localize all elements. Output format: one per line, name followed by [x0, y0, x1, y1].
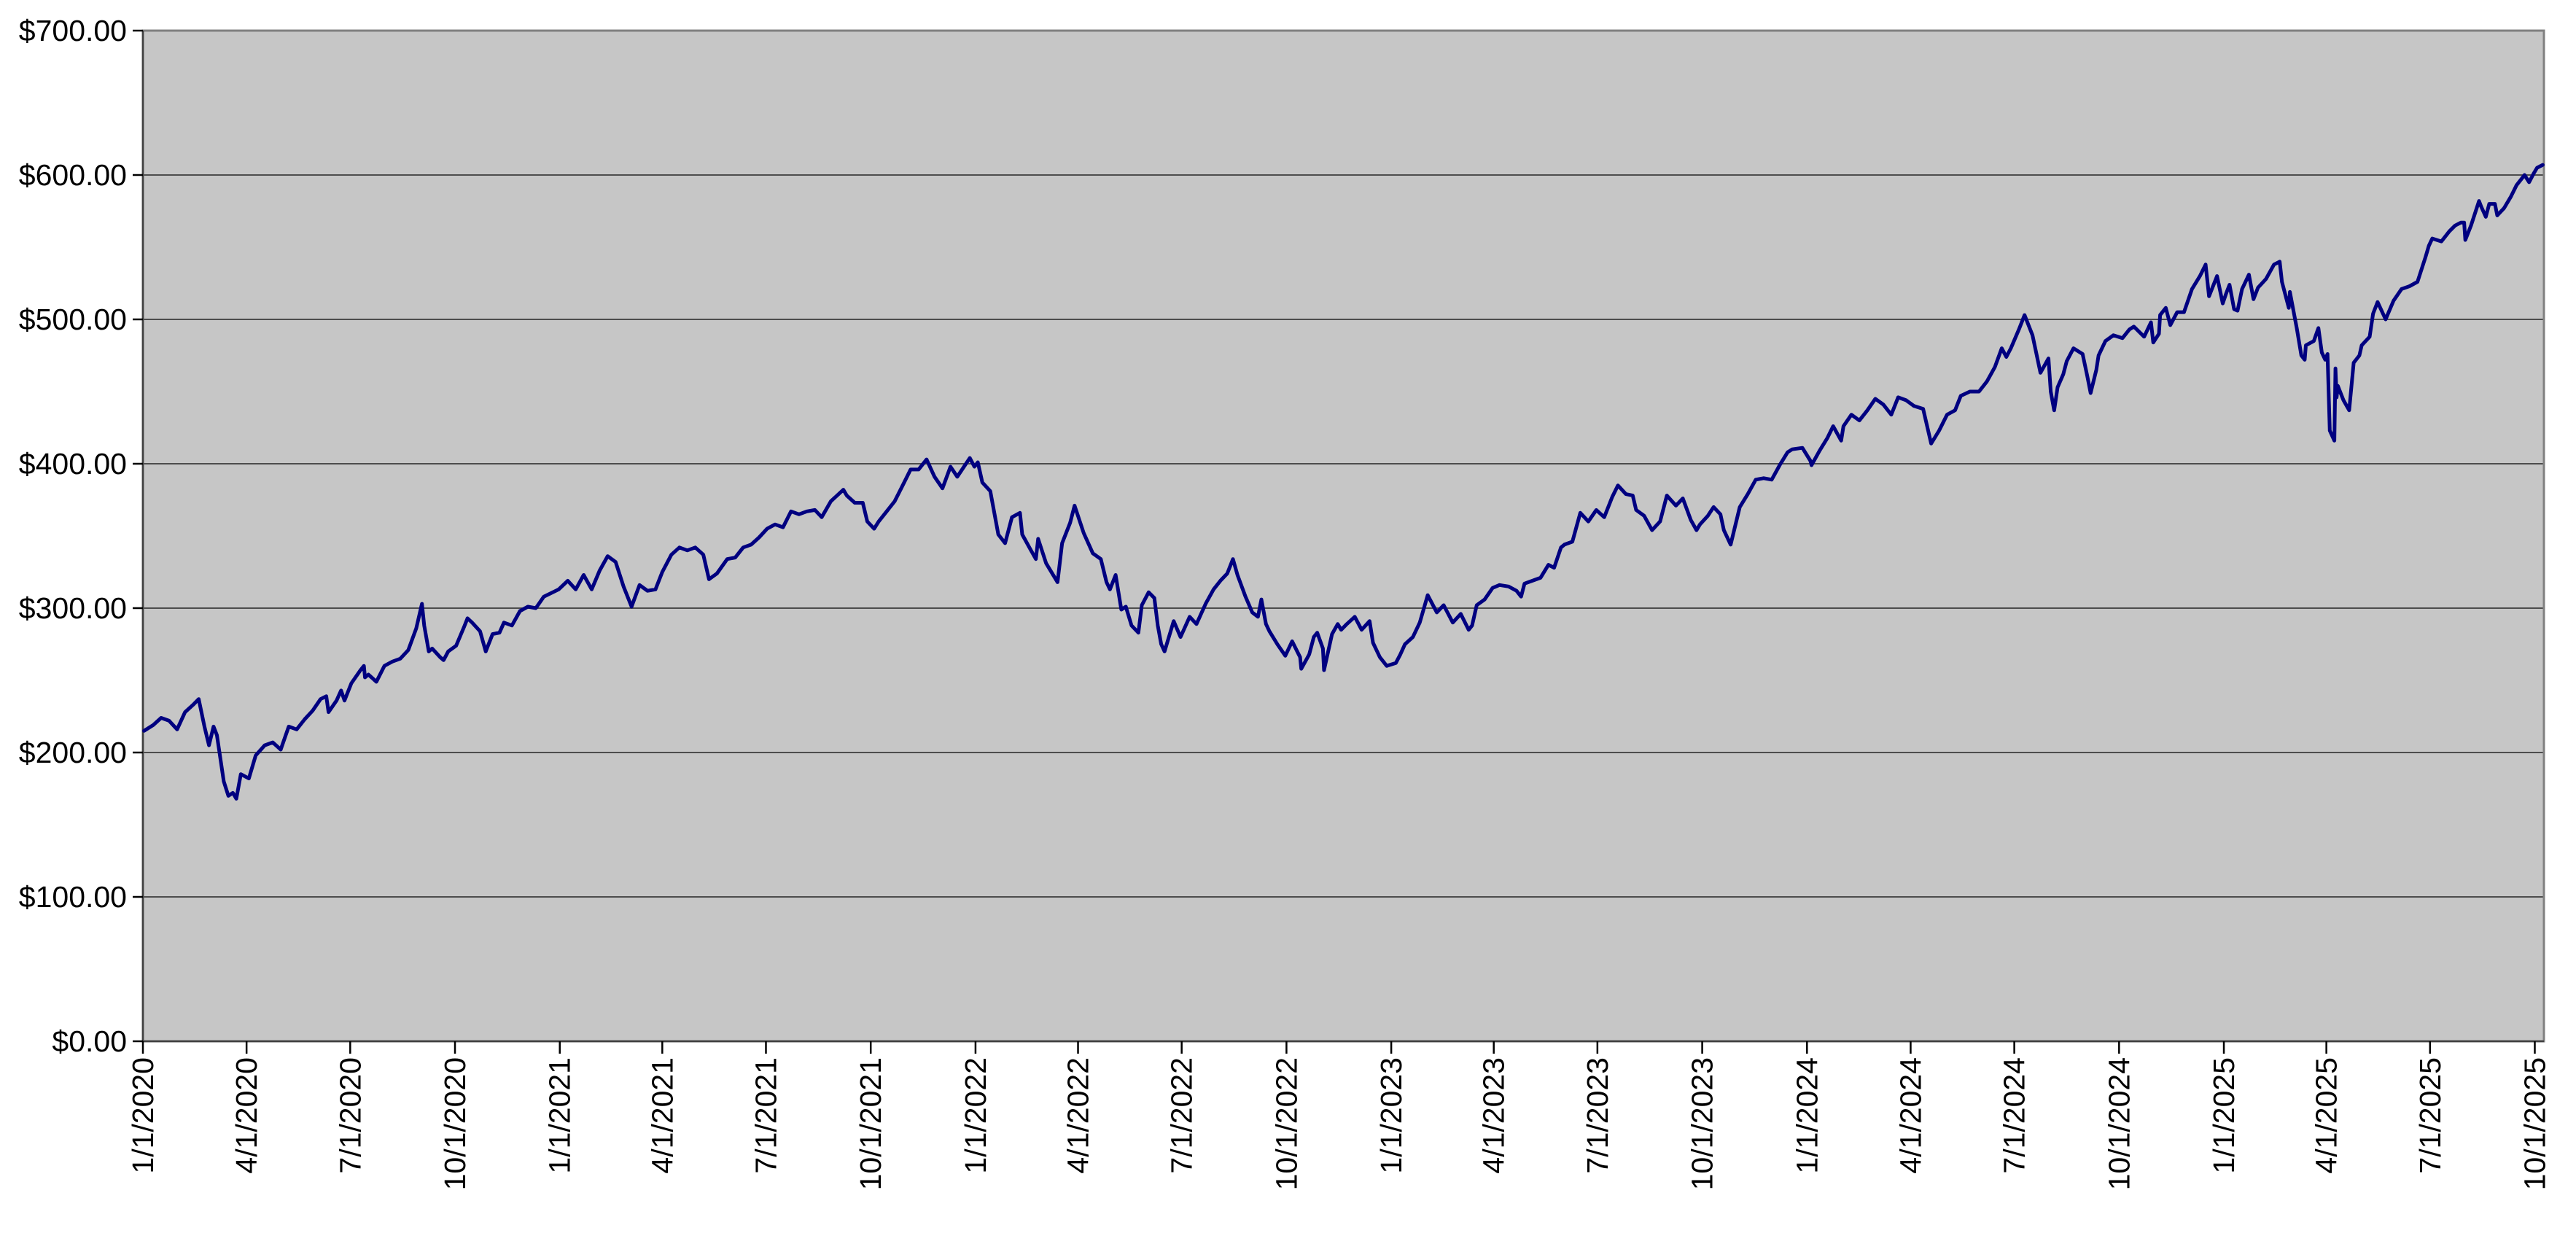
x-tick-label: 1/1/2025 [2207, 1057, 2241, 1174]
x-tick-label: 4/1/2024 [1894, 1057, 1927, 1174]
x-tick-label: 7/1/2023 [1581, 1057, 1614, 1174]
horizontal-gridlines [143, 174, 2544, 898]
x-axis-ticks [141, 1041, 2536, 1054]
y-tick-label: $400.00 [19, 447, 127, 481]
x-tick-label: 4/1/2022 [1062, 1057, 1095, 1174]
price-line-series [142, 163, 2545, 801]
x-tick-label: 7/1/2020 [333, 1057, 367, 1174]
x-tick-label: 1/1/2024 [1790, 1057, 1824, 1174]
x-tick-label: 7/1/2021 [749, 1057, 782, 1174]
x-tick-label: 1/1/2022 [959, 1057, 992, 1174]
y-tick-label: $300.00 [19, 591, 127, 625]
x-tick-label: 4/1/2025 [2310, 1057, 2343, 1174]
y-tick-label: $500.00 [19, 303, 127, 336]
x-tick-label: 4/1/2020 [230, 1057, 263, 1174]
y-axis-ticks [133, 29, 143, 1043]
x-tick-label: 1/1/2023 [1374, 1057, 1408, 1174]
x-tick-label: 10/1/2020 [438, 1057, 472, 1190]
x-axis-labels: 1/1/2020 4/1/2020 7/1/2020 10/1/2020 1/1/202… [126, 1057, 2552, 1190]
plot-borders [141, 29, 2545, 1043]
x-tick-label: 10/1/2024 [2102, 1057, 2136, 1190]
x-tick-label: 1/1/2020 [126, 1057, 160, 1174]
y-axis-labels: $0.00 $100.00 $200.00 $300.00 $400.00 $500.00… [19, 14, 127, 1058]
x-tick-label: 10/1/2021 [854, 1057, 887, 1190]
x-tick-label: 7/1/2022 [1165, 1057, 1199, 1174]
price-line [142, 163, 2545, 801]
x-tick-label: 7/1/2024 [1998, 1057, 2031, 1174]
x-tick-label: 10/1/2025 [2518, 1057, 2552, 1190]
y-tick-label: $100.00 [19, 880, 127, 914]
x-tick-label: 10/1/2022 [1269, 1057, 1303, 1190]
x-tick-label: 4/1/2021 [645, 1057, 679, 1174]
x-tick-label: 7/1/2025 [2413, 1057, 2447, 1174]
y-tick-label: $0.00 [52, 1024, 127, 1058]
x-tick-label: 10/1/2023 [1686, 1057, 1719, 1190]
y-tick-label: $700.00 [19, 14, 127, 47]
plot-area [143, 31, 2544, 1041]
y-tick-label: $200.00 [19, 736, 127, 769]
x-tick-label: 1/1/2021 [543, 1057, 577, 1174]
x-tick-label: 4/1/2023 [1477, 1057, 1511, 1174]
y-tick-label: $600.00 [19, 158, 127, 192]
